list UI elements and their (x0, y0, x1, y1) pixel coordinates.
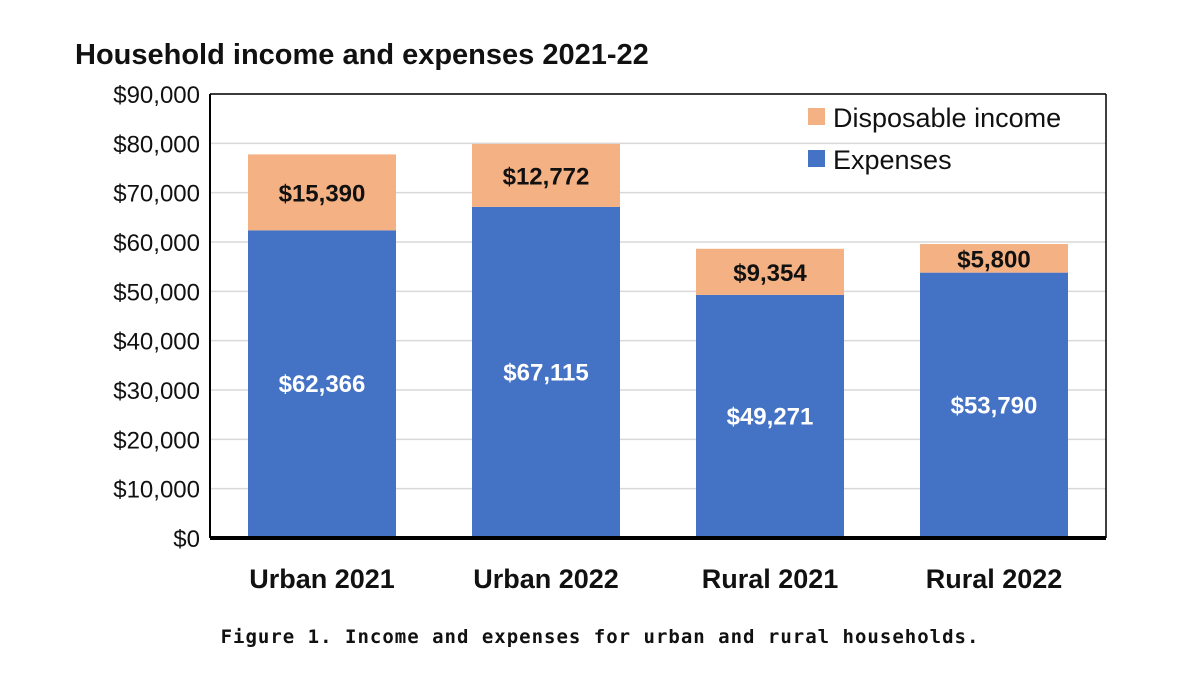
axes: $0 $10,000 $20,000 $30,000 $40,000 $50,000 $60… (113, 82, 1107, 594)
bars (248, 143, 1068, 538)
y-tick-label: $40,000 (113, 329, 200, 356)
stacked-bar-chart: Household income and expenses 2021-22 $6… (75, 39, 1107, 594)
chart-title: Household income and expenses 2021-22 (75, 39, 649, 71)
y-tick-label: $50,000 (113, 279, 200, 306)
x-category-label: Urban 2022 (473, 564, 619, 594)
y-tick-label: $0 (173, 526, 200, 553)
y-tick-label: $20,000 (113, 427, 200, 454)
data-label-disposable-income: $15,390 (279, 180, 366, 207)
y-tick-label: $90,000 (113, 82, 200, 109)
y-tick-label: $30,000 (113, 378, 200, 405)
data-label-disposable-income: $12,772 (503, 163, 590, 190)
data-label-expenses: $53,790 (951, 392, 1038, 419)
data-label-disposable-income: $5,800 (957, 246, 1030, 273)
legend-item-expenses-label: Expenses (833, 145, 952, 175)
bar-disposable-income (696, 248, 844, 295)
y-tick-label: $80,000 (113, 131, 200, 158)
bar-expenses (920, 272, 1068, 538)
x-category-label: Urban 2021 (249, 564, 395, 594)
data-label-disposable-income: $9,354 (733, 260, 807, 287)
y-tick-label: $70,000 (113, 181, 200, 208)
y-tick-label: $10,000 (113, 477, 200, 504)
x-category-label: Rural 2022 (926, 564, 1063, 594)
data-label-expenses: $62,366 (279, 371, 366, 398)
bar-disposable-income (920, 244, 1068, 273)
data-labels: $62,366 $15,390 $67,115 $12,772 $49,271 $9,35… (279, 163, 1038, 430)
legend-item-disposable-income-label: Disposable income (833, 103, 1061, 133)
data-label-expenses: $49,271 (727, 403, 814, 430)
legend: Disposable income Expenses (808, 103, 1061, 175)
bar-disposable-income (472, 143, 620, 207)
bar-expenses (248, 230, 396, 538)
legend-item-disposable-income-swatch (808, 108, 825, 125)
bar-disposable-income (248, 154, 396, 231)
figure-caption: Figure 1. Income and expenses for urban … (220, 626, 980, 648)
bar-expenses (472, 206, 620, 538)
data-label-expenses: $67,115 (503, 359, 588, 386)
bar-expenses (696, 294, 844, 538)
x-category-label: Rural 2021 (702, 564, 839, 594)
y-tick-label: $60,000 (113, 230, 200, 257)
legend-item-expenses-swatch (808, 150, 825, 167)
